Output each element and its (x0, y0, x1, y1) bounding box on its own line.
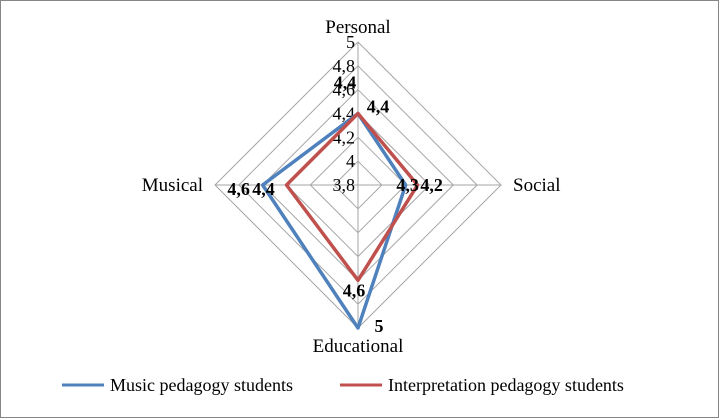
data-label: 4,4 (334, 73, 357, 93)
data-label: 4,4 (252, 179, 275, 199)
axis-label-social: Social (513, 175, 561, 196)
r-tick-label: 4 (346, 151, 355, 171)
data-labels: 4,44,254,64,44,34,64,4 (227, 73, 443, 337)
legend-label-interpretation: Interpretation pedagogy students (388, 375, 624, 395)
axis-label-educational: Educational (313, 336, 404, 357)
axis-label-musical: Musical (142, 175, 203, 196)
data-label: 4,2 (420, 175, 443, 195)
data-label: 4,4 (367, 97, 390, 117)
series-line-0 (260, 111, 408, 330)
axis-label-personal: Personal (325, 17, 390, 38)
r-tick-label: 5 (346, 32, 355, 52)
data-label: 4,3 (396, 175, 419, 195)
series-lines (260, 111, 420, 330)
legend-label-music: Music pedagogy students (110, 375, 293, 395)
data-label: 5 (375, 316, 384, 336)
series-line-1 (284, 111, 420, 283)
radial-tick-labels: 3,844,24,44,64,85 (333, 32, 356, 195)
legend: Music pedagogy students Interpretation p… (62, 375, 624, 395)
r-tick-label: 4,6 (333, 80, 356, 100)
r-tick-label: 3,8 (333, 175, 356, 195)
axis-labels: Personal Social Educational Musical (142, 17, 561, 357)
r-tick-label: 4,8 (333, 56, 356, 76)
data-label: 4,6 (343, 280, 366, 300)
data-label: 4,6 (227, 179, 250, 199)
